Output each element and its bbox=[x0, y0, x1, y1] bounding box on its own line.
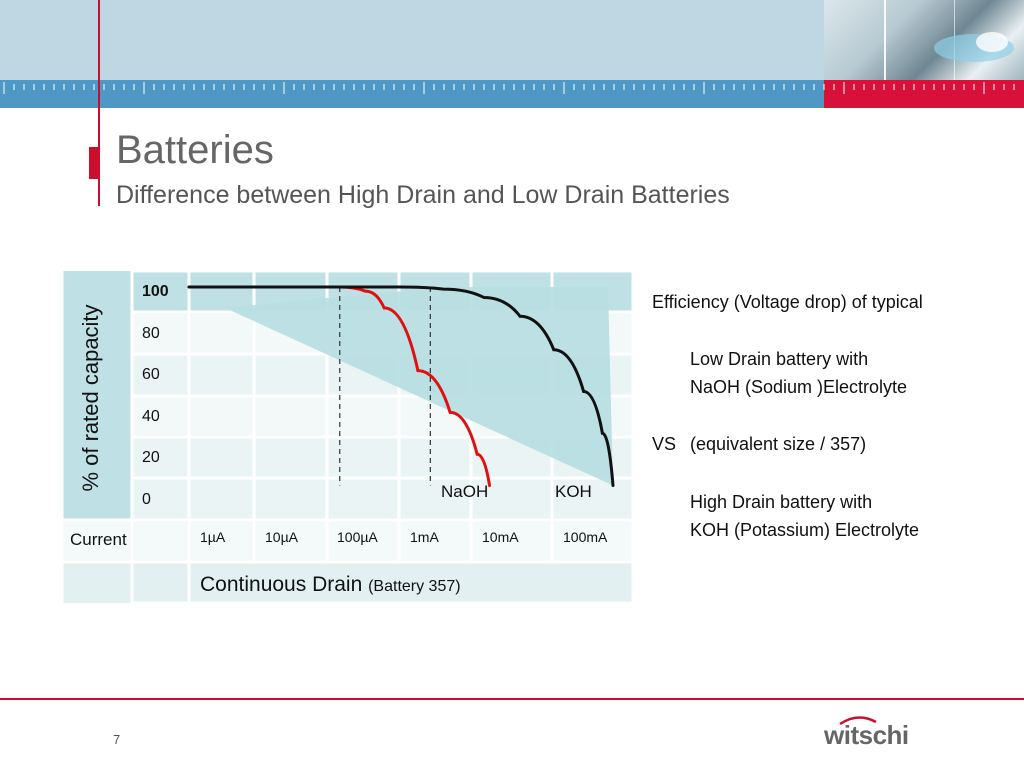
drain-row bbox=[62, 562, 633, 603]
desc-line-5: High Drain battery with bbox=[690, 492, 873, 512]
desc-line-1: Efficiency (Voltage drop) of typical bbox=[652, 292, 923, 312]
x-axis-label: Continuous Drain (Battery 357) bbox=[200, 573, 461, 596]
header-strip bbox=[0, 80, 824, 108]
y-axis-label: % of rated capacity bbox=[78, 304, 103, 491]
footer-line bbox=[0, 698, 1024, 700]
title-marker bbox=[89, 147, 98, 179]
chart-shaded-area bbox=[225, 287, 613, 486]
header-ruler bbox=[3, 82, 1015, 94]
slide-subtitle: Difference between High Drain and Low Dr… bbox=[116, 181, 730, 209]
desc-line-2: Low Drain battery with bbox=[690, 349, 869, 369]
witschi-logo: witschi bbox=[824, 720, 909, 750]
current-row bbox=[62, 520, 633, 562]
series-label-koh: KOH bbox=[555, 482, 592, 501]
y-tick-label: 60 bbox=[142, 366, 160, 383]
x-tick-label: 100mA bbox=[563, 529, 608, 545]
x-tick-label: 100µA bbox=[337, 529, 378, 545]
slide-title: Batteries bbox=[116, 128, 274, 172]
x-tick-label: 1µA bbox=[200, 529, 226, 545]
y-tick-label: 100 bbox=[142, 283, 169, 300]
current-label: Current bbox=[70, 530, 127, 549]
desc-vs: VS bbox=[652, 434, 677, 454]
table-row bbox=[132, 478, 633, 520]
header-photo bbox=[824, 0, 1024, 80]
desc-line-3: NaOH (Sodium )Electrolyte bbox=[690, 377, 908, 397]
page-number: 7 bbox=[113, 732, 121, 747]
chart-dashed-lines bbox=[339, 287, 431, 486]
desc-line-4: (equivalent size / 357) bbox=[690, 434, 867, 454]
y-tick-label: 80 bbox=[142, 325, 160, 342]
series-label-naoh: NaOH bbox=[441, 482, 488, 501]
header-vertical-line bbox=[98, 0, 100, 206]
x-tick-label: 10mA bbox=[482, 529, 519, 545]
desc-line-6: KOH (Potassium) Electrolyte bbox=[690, 520, 920, 540]
y-tick-label: 40 bbox=[142, 408, 160, 425]
ylabel-cell bbox=[62, 271, 132, 520]
logo-swoosh-icon bbox=[839, 716, 877, 726]
x-tick-label: 10µA bbox=[265, 529, 299, 545]
y-tick-label: 0 bbox=[142, 491, 151, 508]
x-tick-label: 1mA bbox=[410, 529, 439, 545]
series-koh-line bbox=[187, 285, 615, 488]
y-tick-label: 20 bbox=[142, 449, 160, 466]
